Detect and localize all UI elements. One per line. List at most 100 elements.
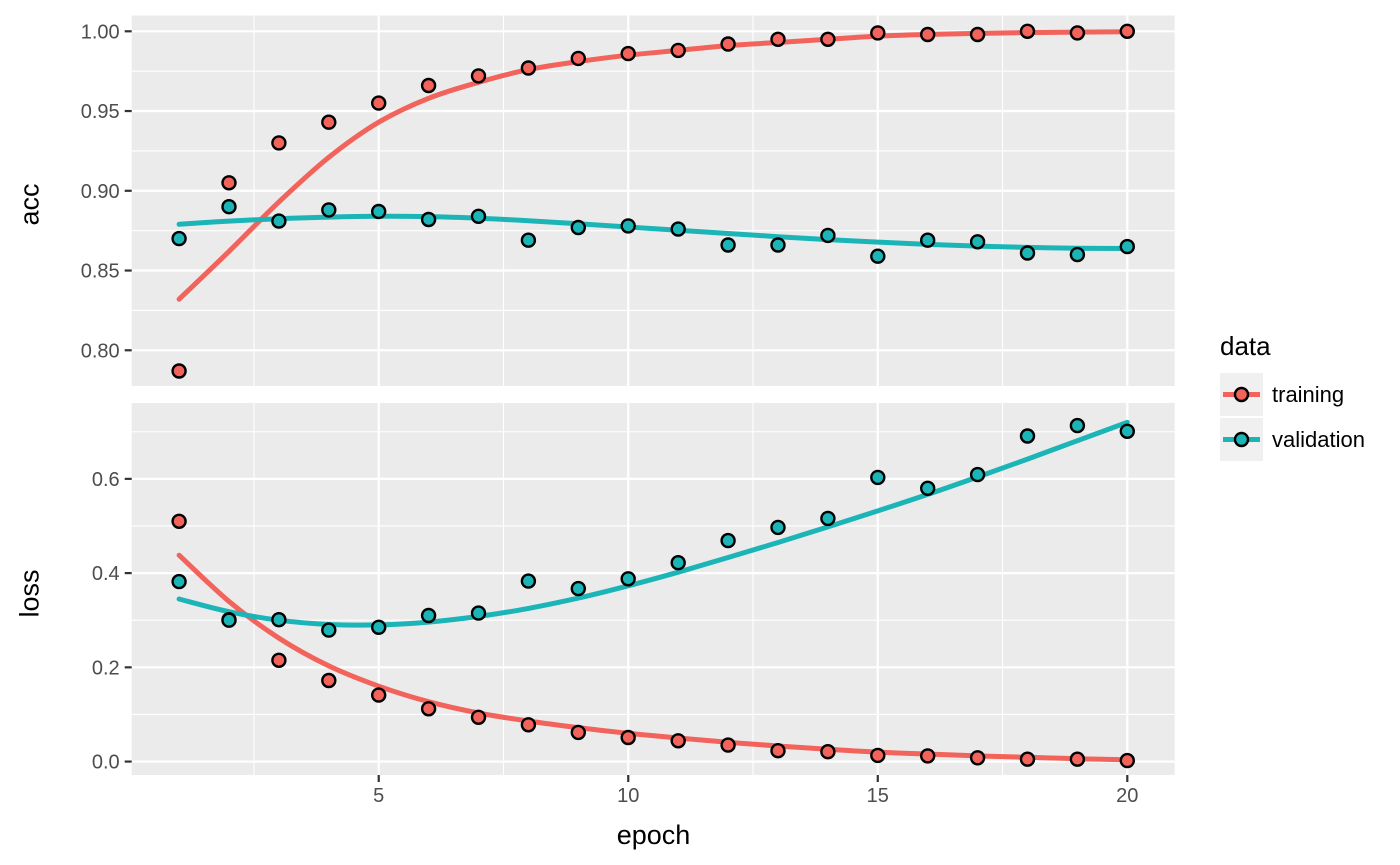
validation-point-loss-epoch-18 (1019, 428, 1036, 444)
y-tick-label: 0.80 (81, 340, 120, 362)
validation-point-loss-epoch-16 (920, 480, 936, 496)
legend: data training validation (1220, 331, 1365, 463)
training-point-acc-epoch-10 (620, 45, 636, 62)
validation-point-acc-epoch-6 (420, 211, 437, 228)
training-point-loss-epoch-18 (1019, 751, 1036, 767)
training-point-loss-epoch-19 (1069, 751, 1086, 767)
validation-swatch-icon (1223, 431, 1260, 448)
validation-point-loss-epoch-9 (570, 580, 586, 597)
validation-point-acc-epoch-15 (870, 248, 886, 264)
validation-point-acc-epoch-7 (470, 208, 487, 225)
training-point-acc-epoch-20 (1119, 23, 1136, 39)
validation-point-acc-epoch-20 (1119, 238, 1136, 255)
validation-point-acc-epoch-12 (720, 237, 736, 253)
validation-point-acc-epoch-11 (670, 221, 686, 237)
training-point-acc-epoch-4 (321, 114, 337, 130)
training-point-acc-epoch-18 (1019, 23, 1036, 39)
training-point-loss-epoch-15 (870, 747, 886, 764)
training-point-acc-epoch-11 (670, 42, 686, 59)
training-point-loss-epoch-3 (271, 652, 287, 668)
training-point-acc-epoch-3 (271, 135, 287, 151)
training-point-acc-epoch-1 (171, 363, 187, 379)
x-axis-title: epoch (616, 820, 691, 850)
training-point-acc-epoch-13 (770, 31, 786, 47)
training-point-loss-epoch-14 (820, 744, 836, 760)
validation-point-loss-epoch-7 (470, 605, 487, 621)
validation-point-loss-epoch-15 (870, 469, 886, 486)
training-point-acc-epoch-6 (420, 77, 437, 94)
x-tick-label: 10 (617, 785, 639, 807)
training-point-loss-epoch-11 (670, 733, 686, 749)
y-axis-title-acc: acc (14, 183, 45, 226)
training-point-acc-epoch-14 (820, 31, 836, 47)
validation-point-acc-epoch-4 (321, 202, 337, 218)
legend-key-training (1220, 373, 1263, 416)
training-point-acc-epoch-12 (720, 36, 736, 52)
validation-point-acc-epoch-13 (770, 237, 786, 253)
training-point-loss-epoch-7 (470, 709, 487, 725)
validation-point-acc-epoch-16 (920, 232, 936, 248)
legend-key-validation (1220, 418, 1263, 461)
y-tick-label: 0.6 (92, 469, 120, 491)
training-point-acc-epoch-8 (520, 60, 537, 76)
validation-point-acc-epoch-17 (969, 234, 986, 250)
legend-item-validation: validation (1220, 418, 1365, 461)
y-tick-label: 0.85 (81, 261, 120, 283)
validation-point-acc-epoch-1 (171, 230, 187, 247)
validation-point-loss-epoch-10 (620, 571, 636, 587)
validation-point-loss-epoch-20 (1119, 423, 1136, 439)
validation-point-loss-epoch-6 (420, 607, 437, 624)
validation-point-loss-epoch-17 (969, 466, 986, 483)
legend-item-training: training (1220, 373, 1365, 416)
validation-point-acc-epoch-2 (221, 198, 237, 215)
y-tick-label: 0.0 (92, 752, 120, 774)
validation-point-loss-epoch-4 (321, 622, 337, 638)
validation-point-acc-epoch-14 (820, 227, 836, 244)
validation-point-loss-epoch-11 (670, 555, 686, 571)
training-point-loss-epoch-1 (171, 513, 187, 529)
panel-loss-background (131, 403, 1175, 775)
training-point-acc-epoch-7 (470, 68, 487, 84)
validation-point-loss-epoch-12 (720, 532, 736, 549)
validation-point-loss-epoch-3 (271, 612, 287, 628)
y-tick-label: 0.95 (81, 101, 120, 123)
validation-point-loss-epoch-1 (171, 573, 187, 590)
validation-point-loss-epoch-19 (1069, 417, 1086, 434)
y-tick-label: 0.4 (92, 563, 120, 585)
training-point-loss-epoch-20 (1119, 752, 1136, 769)
legend-title: data (1220, 331, 1271, 361)
validation-point-loss-epoch-8 (520, 573, 537, 589)
training-point-loss-epoch-4 (321, 672, 337, 689)
validation-point-acc-epoch-18 (1019, 245, 1036, 261)
validation-point-loss-epoch-14 (820, 510, 836, 527)
validation-point-acc-epoch-5 (371, 203, 387, 220)
y-tick-label: 0.2 (92, 657, 120, 679)
validation-point-acc-epoch-10 (620, 218, 636, 234)
validation-point-acc-epoch-19 (1069, 246, 1086, 263)
training-point-loss-epoch-17 (969, 750, 986, 766)
legend-label-validation: validation (1272, 426, 1365, 452)
validation-point-loss-epoch-2 (221, 612, 237, 628)
validation-point-loss-epoch-5 (371, 619, 387, 635)
panel-acc-background (131, 15, 1175, 386)
training-swatch-icon (1223, 386, 1260, 403)
x-tick-label: 15 (867, 785, 889, 807)
training-point-loss-epoch-13 (770, 743, 786, 759)
training-point-loss-epoch-12 (720, 737, 736, 753)
training-point-acc-epoch-17 (969, 26, 986, 43)
training-point-acc-epoch-9 (570, 50, 586, 67)
y-tick-label: 1.00 (81, 21, 120, 43)
validation-point-acc-epoch-9 (570, 219, 586, 236)
training-point-acc-epoch-19 (1069, 25, 1086, 41)
training-point-loss-epoch-9 (570, 724, 586, 741)
training-point-acc-epoch-15 (870, 25, 886, 41)
training-point-acc-epoch-16 (920, 26, 936, 43)
training-point-acc-epoch-5 (371, 95, 387, 111)
validation-point-loss-epoch-13 (770, 519, 786, 536)
training-point-loss-epoch-10 (620, 729, 636, 746)
y-axis-title-loss: loss (14, 569, 45, 618)
validation-point-acc-epoch-3 (271, 213, 287, 229)
y-tick-label: 0.90 (81, 181, 120, 203)
legend-label-training: training (1272, 381, 1345, 407)
